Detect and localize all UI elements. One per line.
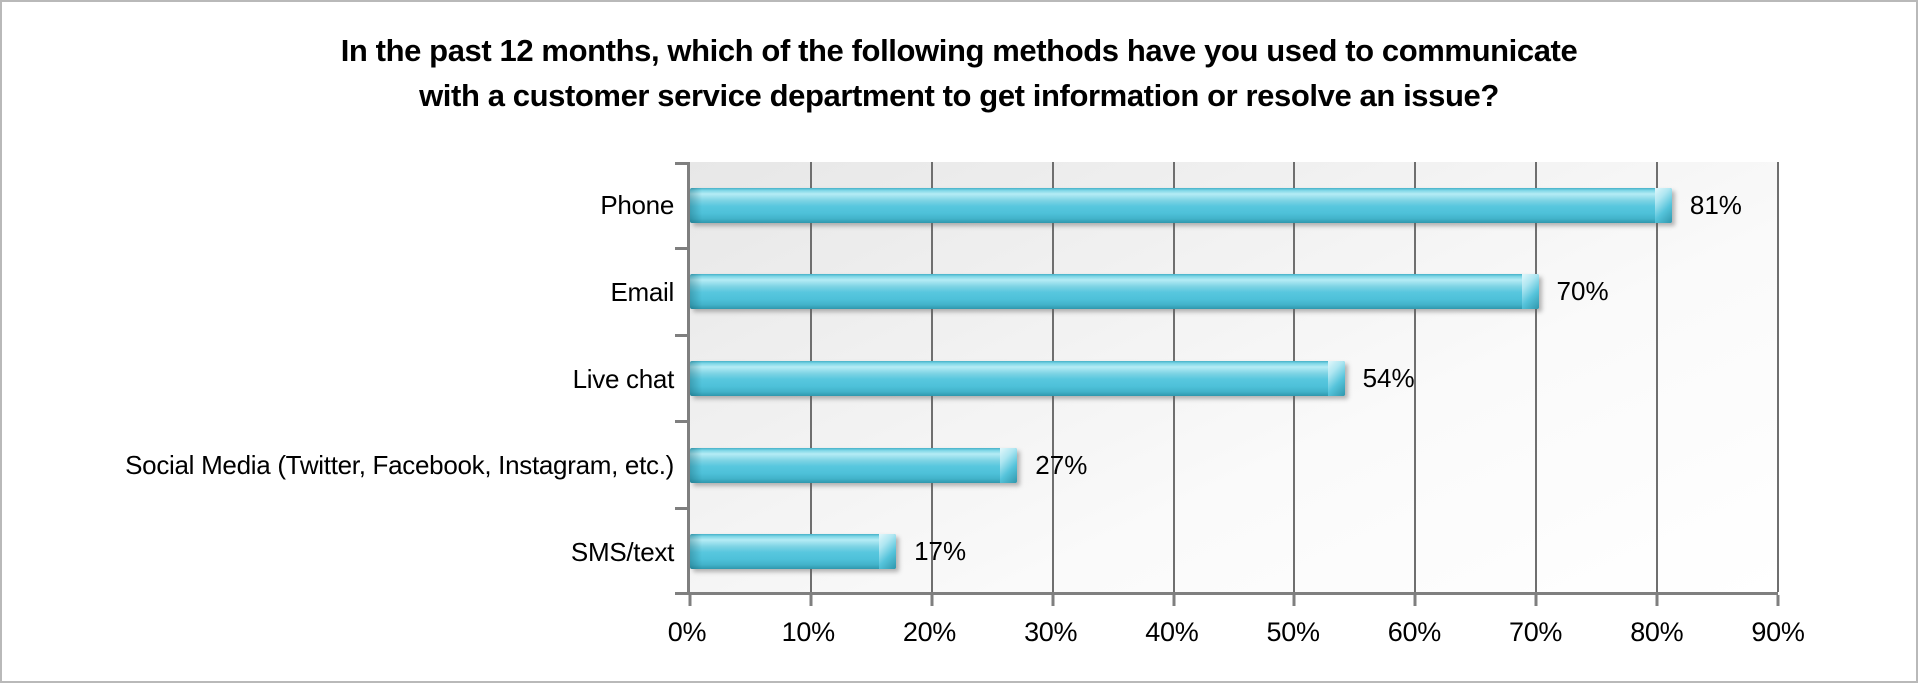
y-axis-tick (675, 162, 688, 165)
y-axis-tick (675, 247, 688, 251)
bar-value-label: 17% (914, 536, 967, 567)
category-label-sms-text: SMS/text (570, 536, 674, 567)
x-axis-label-60%: 60% (1387, 617, 1441, 647)
y-axis-tick (675, 506, 688, 510)
chart-title-line-1: In the past 12 months, which of the foll… (340, 33, 1578, 68)
gridline-70% (1535, 162, 1538, 592)
bar-email (690, 274, 1539, 310)
x-axis-label-0%: 0% (667, 617, 707, 647)
bar-value-label: 27% (1035, 449, 1088, 480)
y-axis-tick (675, 333, 688, 337)
x-axis-label-50%: 50% (1266, 617, 1320, 647)
bar-value-label: 54% (1362, 363, 1415, 393)
x-axis-label-90%: 90% (1751, 617, 1805, 647)
x-axis-tick-50% (1292, 595, 1296, 606)
x-axis-tick-90% (1776, 595, 1780, 606)
x-axis-tick-40% (1172, 595, 1176, 606)
plot-area: 81% 70% 54% 27% 17% (675, 162, 1780, 606)
bar-value-label: 81% (1689, 189, 1742, 220)
chart-title: In the past 12 months, which of the foll… (2, 28, 1916, 118)
category-label-email: Email (610, 276, 674, 307)
gridline-60% (1414, 162, 1417, 592)
gridline-90% (1777, 162, 1779, 592)
x-axis-label-80%: 80% (1630, 617, 1684, 647)
chart-title-line-2: with a customer service department to ge… (419, 78, 1499, 113)
gridline-80% (1656, 162, 1659, 592)
bar-value-label: 70% (1556, 276, 1609, 307)
x-axis-tick-70% (1534, 595, 1538, 606)
bar-social-media-twitter-facebook-instagram-etc (690, 447, 1018, 483)
x-axis-tick-20% (930, 595, 934, 606)
x-axis-label-70%: 70% (1508, 617, 1563, 647)
x-axis-label-20%: 20% (902, 617, 957, 647)
x-axis-label-40%: 40% (1145, 617, 1199, 647)
x-axis-tick-30% (1051, 595, 1055, 606)
category-axis-labels: Phone Email Live chat Social Media (Twitter… (2, 162, 674, 595)
x-axis-tick-10% (809, 595, 813, 606)
bar-phone (690, 187, 1672, 223)
y-axis-tick (675, 592, 688, 595)
x-axis-tick-60% (1413, 595, 1417, 606)
category-label-phone: Phone (600, 190, 674, 221)
bar-sms-text (690, 534, 897, 570)
x-axis-labels: 0% 10% 20% 30% 40% 50% 60% 70% 80% 90% (668, 617, 1805, 651)
y-axis-tick (675, 420, 688, 424)
x-axis-label-30%: 30% (1024, 617, 1078, 647)
category-label-live-chat: Live chat (572, 363, 675, 394)
category-label-social-media-twitter-facebook-instagram-etc: Social Media (Twitter, Facebook, Instagr… (125, 450, 674, 481)
x-axis-tick-0% (688, 595, 692, 606)
x-axis-label-10%: 10% (781, 617, 835, 647)
x-axis-tick-80% (1655, 595, 1659, 606)
bar-live-chat (690, 361, 1345, 396)
